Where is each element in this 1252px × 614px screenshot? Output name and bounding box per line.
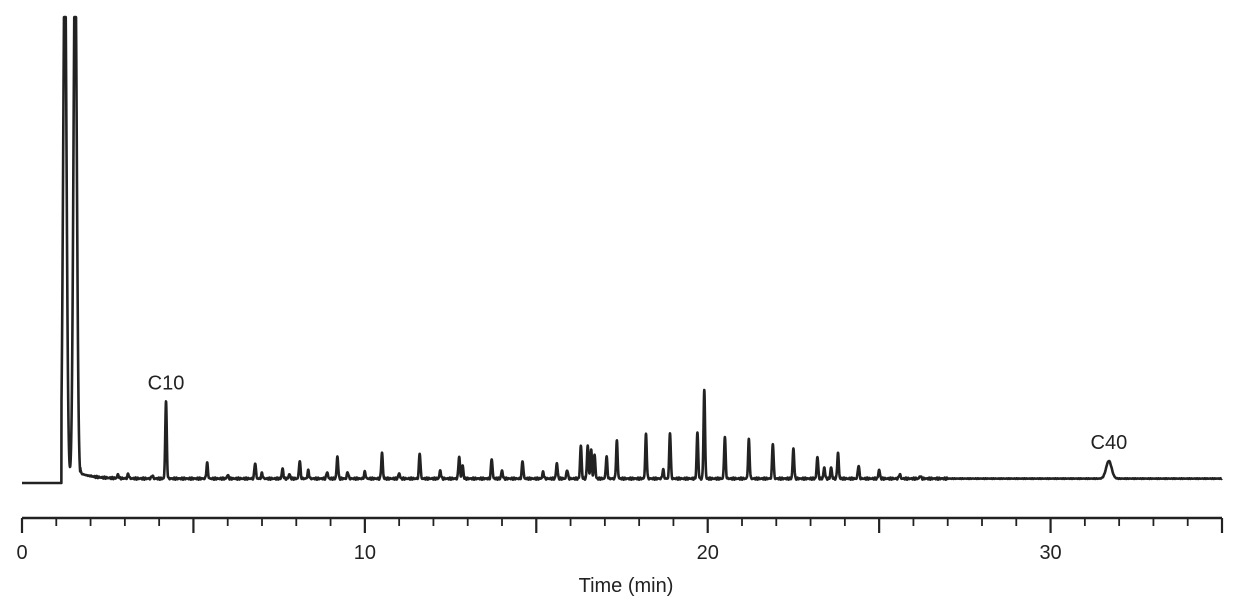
x-tick-label: 0 <box>16 542 27 564</box>
peak-annotations: C10 C40 <box>148 372 1128 454</box>
x-axis-ticks <box>20 518 1224 533</box>
peak-label: C40 <box>1091 432 1128 454</box>
x-tick-label: 30 <box>1039 542 1061 564</box>
x-axis-label: Time (min) <box>579 575 674 597</box>
x-axis-tick-labels: 0 10 20 30 <box>16 542 1061 564</box>
x-axis: 0 10 20 30 Time (min) <box>16 516 1224 597</box>
peak-label: C10 <box>148 372 185 394</box>
chromatogram-trace <box>20 15 1224 485</box>
x-tick-label: 20 <box>697 542 719 564</box>
plot-area <box>20 15 1224 485</box>
x-tick-label: 10 <box>354 542 376 564</box>
